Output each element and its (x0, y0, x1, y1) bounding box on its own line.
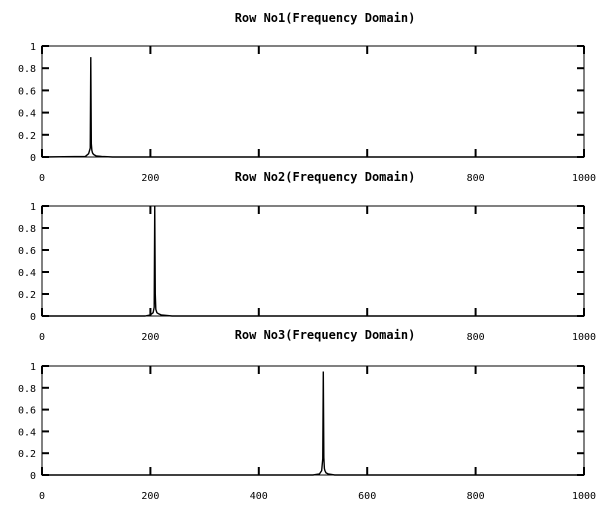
chart-panel-3: Row No3(Frequency Domain)0 200 400 600 800 10… (18, 328, 596, 502)
plot-frame (41, 365, 585, 476)
plot-frame (41, 205, 585, 317)
y-tick-label: 0.2 (18, 290, 36, 301)
y-tick-label: 0.4 (18, 427, 36, 438)
y-tick-label: 1 (30, 42, 36, 53)
y-tick-label: 0.8 (18, 64, 36, 75)
chart-panel-1: Row No1(Frequency Domain) 0 200 800 1000 0 0.2… (18, 11, 596, 184)
series-line-1 (41, 57, 584, 158)
chart-title: Row No3(Frequency Domain) (235, 328, 416, 342)
x-tick-label: 200 (141, 491, 159, 502)
chart-title: Row No1(Frequency Domain) (235, 11, 416, 25)
x-tick-label: 600 (358, 491, 376, 502)
y-tick-label: 0.6 (18, 86, 36, 97)
x-tick-label: 800 (467, 332, 485, 343)
x-tick-label: 0 (39, 332, 45, 343)
x-tick-label: 0 (39, 173, 45, 184)
series-line-1 (42, 205, 584, 317)
y-tick-label: 0.2 (18, 449, 36, 460)
chart-panel-2: Row No2(Frequency Domain) 0 200 800 1000 0 0.2… (18, 170, 596, 343)
y-tick-label: 0 (30, 153, 36, 164)
y-tick-label: 0.8 (18, 224, 36, 235)
chart-title: Row No2(Frequency Domain) (235, 170, 416, 184)
x-tick-label: 800 (467, 173, 485, 184)
y-tick-label: 1 (30, 362, 36, 373)
x-tick-label: 200 (141, 332, 159, 343)
x-tick-label: 400 (250, 491, 268, 502)
x-tick-label: 1000 (572, 173, 596, 184)
x-tick-label: 1000 (572, 491, 596, 502)
x-tick-label: 800 (467, 491, 485, 502)
y-tick-label: 0.6 (18, 246, 36, 257)
series-line-1 (42, 371, 584, 476)
y-tick-label: 0.6 (18, 406, 36, 417)
y-tick-label: 0 (30, 471, 36, 482)
y-tick-label: 0.4 (18, 268, 36, 279)
y-tick-label: 0.4 (18, 109, 36, 120)
x-tick-label: 0 (39, 491, 45, 502)
plot-frame (41, 45, 585, 158)
y-tick-label: 1 (30, 202, 36, 213)
y-tick-label: 0.2 (18, 131, 36, 142)
x-tick-label: 1000 (572, 332, 596, 343)
y-tick-label: 0 (30, 312, 36, 323)
x-tick-label: 200 (141, 173, 159, 184)
y-tick-label: 0.8 (18, 384, 36, 395)
